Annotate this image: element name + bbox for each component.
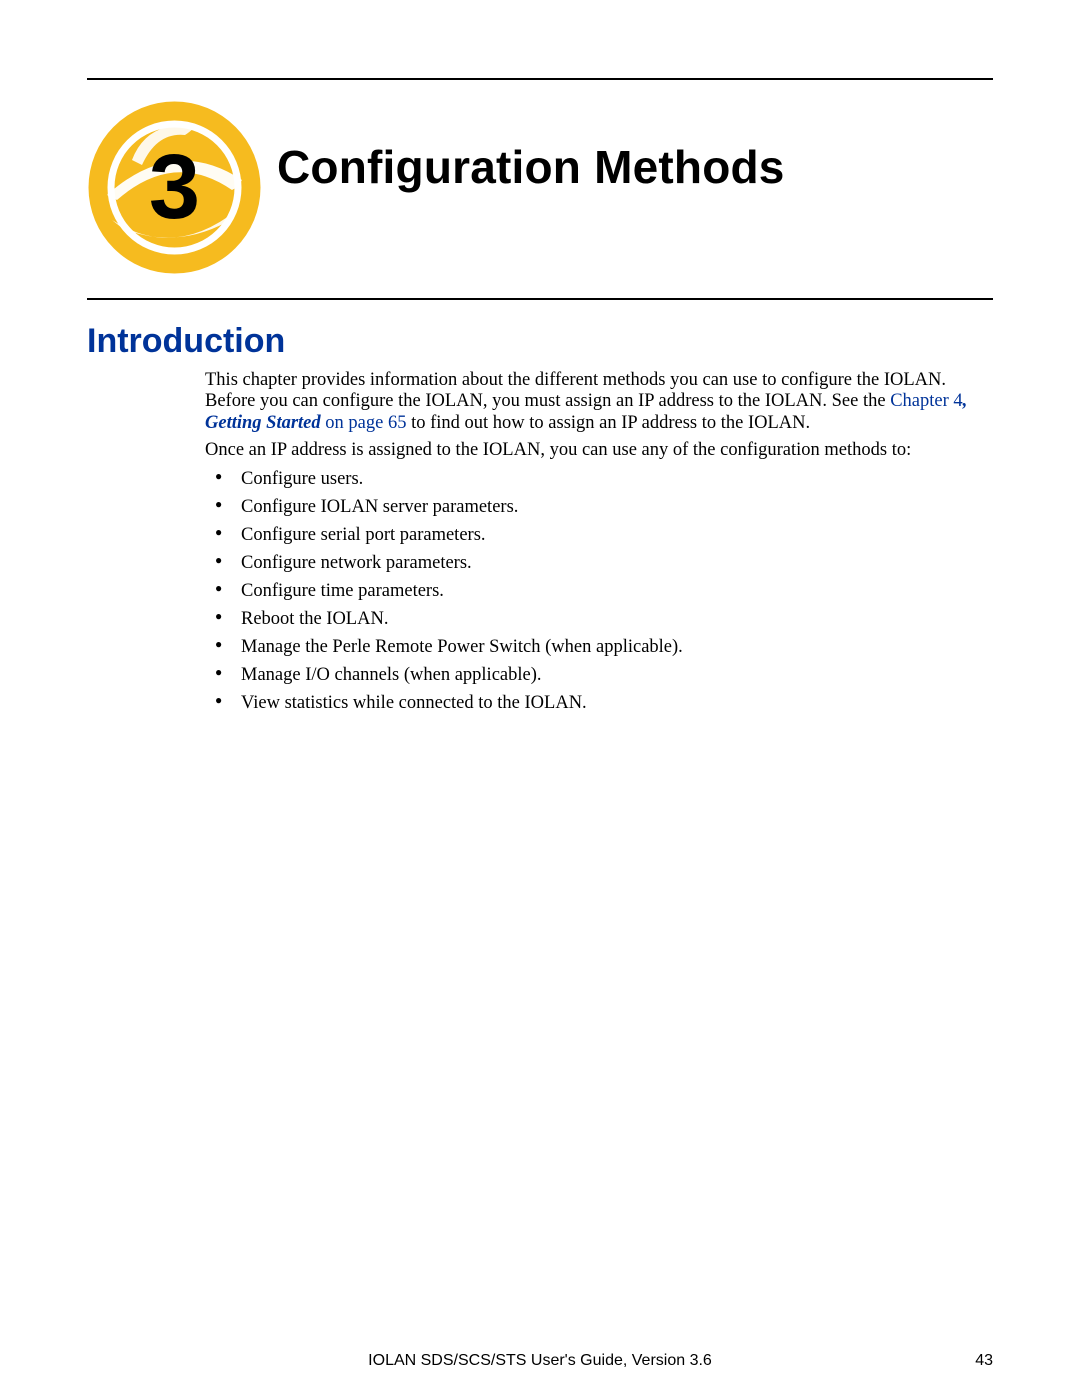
globe-chapter-icon: 3 (87, 100, 262, 275)
list-item: Manage the Perle Remote Power Switch (wh… (205, 635, 985, 659)
intro-paragraph-1: This chapter provides information about … (205, 370, 985, 434)
chapter-header: 3 Configuration Methods (87, 100, 993, 290)
footer-center-text: IOLAN SDS/SCS/STS User's Guide, Version … (87, 1352, 993, 1370)
link-separator[interactable]: , (963, 391, 968, 411)
top-rule (87, 78, 993, 80)
link-getting-started[interactable]: Getting Started (205, 413, 321, 433)
footer-page-number: 43 (975, 1352, 993, 1370)
link-page-ref[interactable]: on page 65 (321, 413, 407, 433)
list-item: Configure users. (205, 467, 985, 491)
page: 3 Configuration Methods Introduction Thi… (0, 0, 1080, 1397)
list-item: Manage I/O channels (when applicable). (205, 663, 985, 687)
body-content: This chapter provides information about … (205, 370, 985, 719)
list-item: Configure IOLAN server parameters. (205, 495, 985, 519)
list-item: Configure network parameters. (205, 551, 985, 575)
list-item: View statistics while connected to the I… (205, 691, 985, 715)
intro-text-1b: to find out how to assign an IP address … (406, 413, 810, 433)
intro-paragraph-2: Once an IP address is assigned to the IO… (205, 440, 985, 461)
bullet-list: Configure users. Configure IOLAN server … (205, 467, 985, 715)
list-item: Configure serial port parameters. (205, 523, 985, 547)
link-chapter-ref[interactable]: Chapter 4 (890, 391, 962, 411)
list-item: Reboot the IOLAN. (205, 607, 985, 631)
chapter-title: Configuration Methods (277, 140, 785, 194)
svg-text:3: 3 (149, 136, 200, 238)
section-heading: Introduction (87, 322, 285, 361)
list-item: Configure time parameters. (205, 579, 985, 603)
header-bottom-rule (87, 298, 993, 300)
intro-text-1a: This chapter provides information about … (205, 370, 946, 411)
